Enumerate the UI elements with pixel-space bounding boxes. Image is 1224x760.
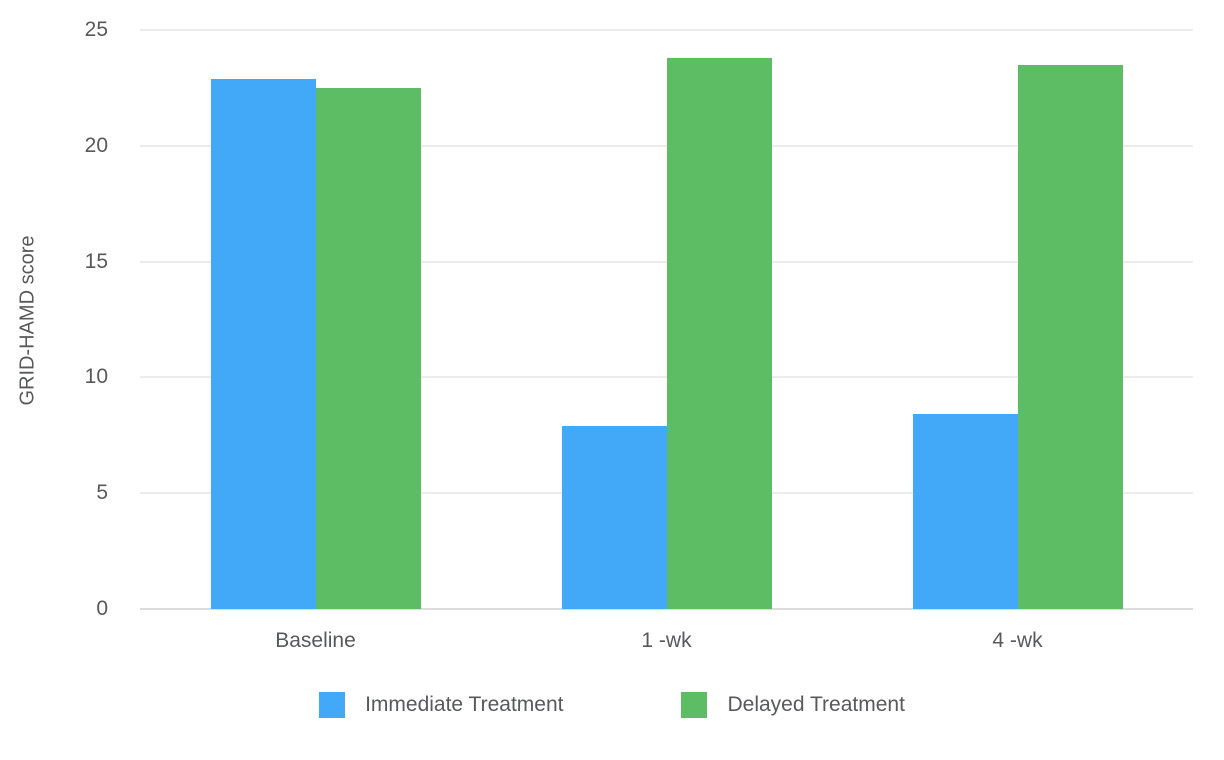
bar-delayed-treatment-baseline — [315, 87, 421, 609]
bar-delayed-treatment-4-wk — [1017, 64, 1123, 609]
legend-swatch — [681, 692, 708, 718]
y-tick-label: 10 — [84, 365, 108, 389]
y-axis-title: GRID-HAMD score — [16, 235, 39, 406]
y-tick-label: 20 — [84, 133, 108, 157]
x-axis-line — [140, 608, 1193, 610]
y-tick-label: 0 — [96, 597, 108, 620]
plot-area — [140, 29, 1193, 610]
y-tick-label: 5 — [96, 481, 108, 505]
y-tick-label: 25 — [84, 18, 108, 41]
y-tick-label: 15 — [84, 249, 108, 273]
gridline — [140, 29, 1193, 31]
legend-item-delayed-treatment: Delayed Treatment — [681, 692, 905, 718]
x-category-label: 4 -wk — [992, 629, 1043, 652]
bar-delayed-treatment-1-wk — [666, 57, 772, 609]
bar-immediate-treatment-baseline — [210, 78, 316, 609]
legend-item-immediate-treatment: Immediate Treatment — [319, 692, 563, 718]
x-category-label: 1 -wk — [641, 629, 692, 652]
legend: Immediate Treatment Delayed Treatment — [0, 692, 1224, 718]
legend-label: Immediate Treatment — [365, 693, 564, 716]
legend-label: Delayed Treatment — [727, 693, 905, 716]
bar-immediate-treatment-1-wk — [561, 426, 667, 609]
bar-immediate-treatment-4-wk — [912, 414, 1018, 609]
x-category-label: Baseline — [275, 629, 356, 652]
legend-swatch — [319, 692, 346, 718]
